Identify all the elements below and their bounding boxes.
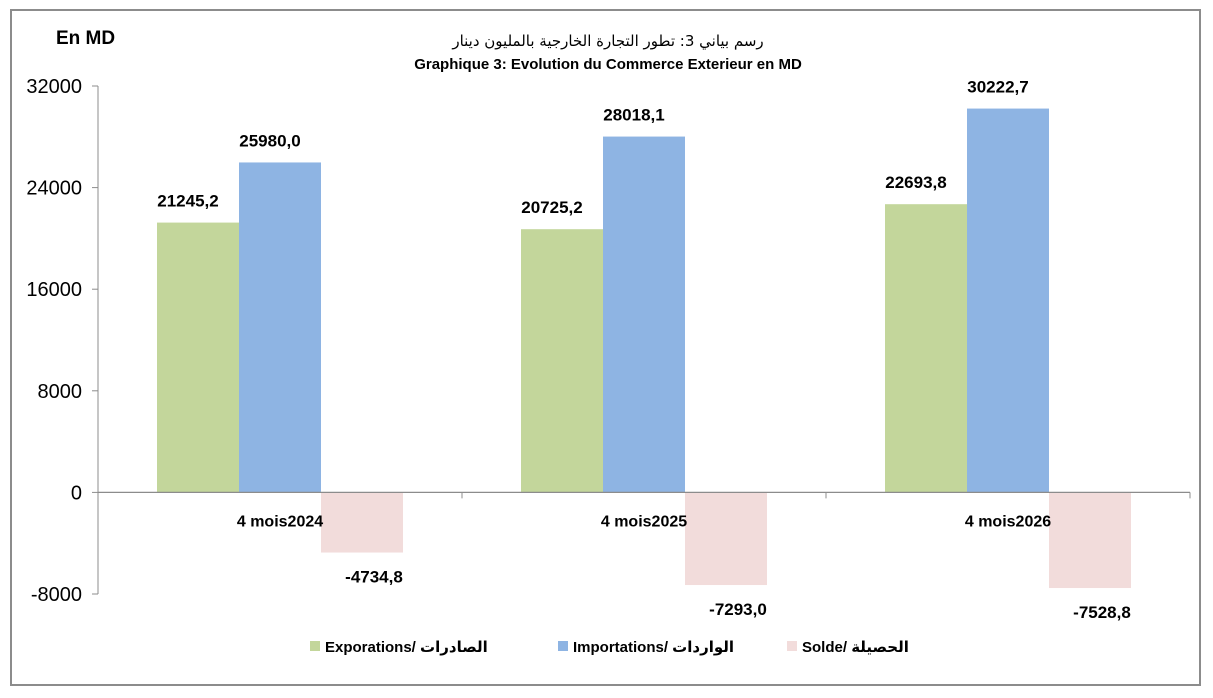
bar-exports: [885, 204, 967, 493]
bar-imports: [239, 162, 321, 493]
bar-imports: [967, 108, 1049, 493]
unit-label: En MD: [56, 28, 115, 49]
chart-frame: En MD رسم بياني 3: تطور التجارة الخارجية…: [10, 9, 1201, 686]
data-label: -7293,0: [709, 600, 767, 619]
legend-item-label: Importations/ الواردات: [573, 639, 734, 656]
data-label: 21245,2: [157, 192, 218, 211]
data-label: 20725,2: [521, 198, 582, 217]
x-axis: 4 mois2024 4 mois2025 4 mois2026: [97, 491, 1191, 530]
legend: Exporations/ الصادرات Importations/ الوار…: [310, 639, 909, 656]
data-label: 25980,0: [239, 131, 300, 150]
bar-exports: [521, 229, 603, 493]
chart-title: Graphique 3: Evolution du Commerce Exter…: [414, 56, 802, 73]
legend-item-label: Exporations/ الصادرات: [325, 639, 488, 656]
bar-imports: [603, 136, 685, 493]
y-axis: 32000 24000 16000 8000 0 -8000: [26, 76, 99, 606]
y-tick-label: 0: [71, 482, 82, 504]
y-tick-label: 16000: [26, 279, 82, 301]
bar-balance: [1049, 492, 1131, 589]
y-tick-label: 8000: [38, 381, 83, 403]
x-tick-label: 4 mois2024: [237, 513, 323, 530]
bar-chart: En MD رسم بياني 3: تطور التجارة الخارجية…: [26, 28, 1191, 656]
data-label: -7528,8: [1073, 603, 1131, 622]
data-label: 28018,1: [603, 106, 664, 125]
data-label: -4734,8: [345, 568, 403, 587]
y-tick-label: 32000: [26, 76, 82, 98]
x-tick-label: 4 mois2025: [601, 513, 687, 530]
bar-balance: [321, 492, 403, 553]
data-label: 30222,7: [967, 78, 1028, 97]
x-tick-label: 4 mois2026: [965, 513, 1051, 530]
chart-title-arabic: رسم بياني 3: تطور التجارة الخارجية بالمل…: [451, 32, 763, 51]
data-label: 22693,8: [885, 173, 946, 192]
bar-exports: [157, 222, 239, 493]
y-tick-label: 24000: [26, 178, 82, 200]
legend-swatch: [310, 641, 320, 651]
y-tick-label: -8000: [31, 584, 82, 606]
legend-swatch: [787, 641, 797, 651]
bar-balance: [685, 492, 767, 586]
bar-series-group: 21245,2 25980,0 -4734,8 20725,2 28018,1 -7293…: [157, 78, 1131, 622]
legend-swatch: [558, 641, 568, 651]
legend-item-label: Solde/ الحصيلة: [802, 639, 909, 656]
